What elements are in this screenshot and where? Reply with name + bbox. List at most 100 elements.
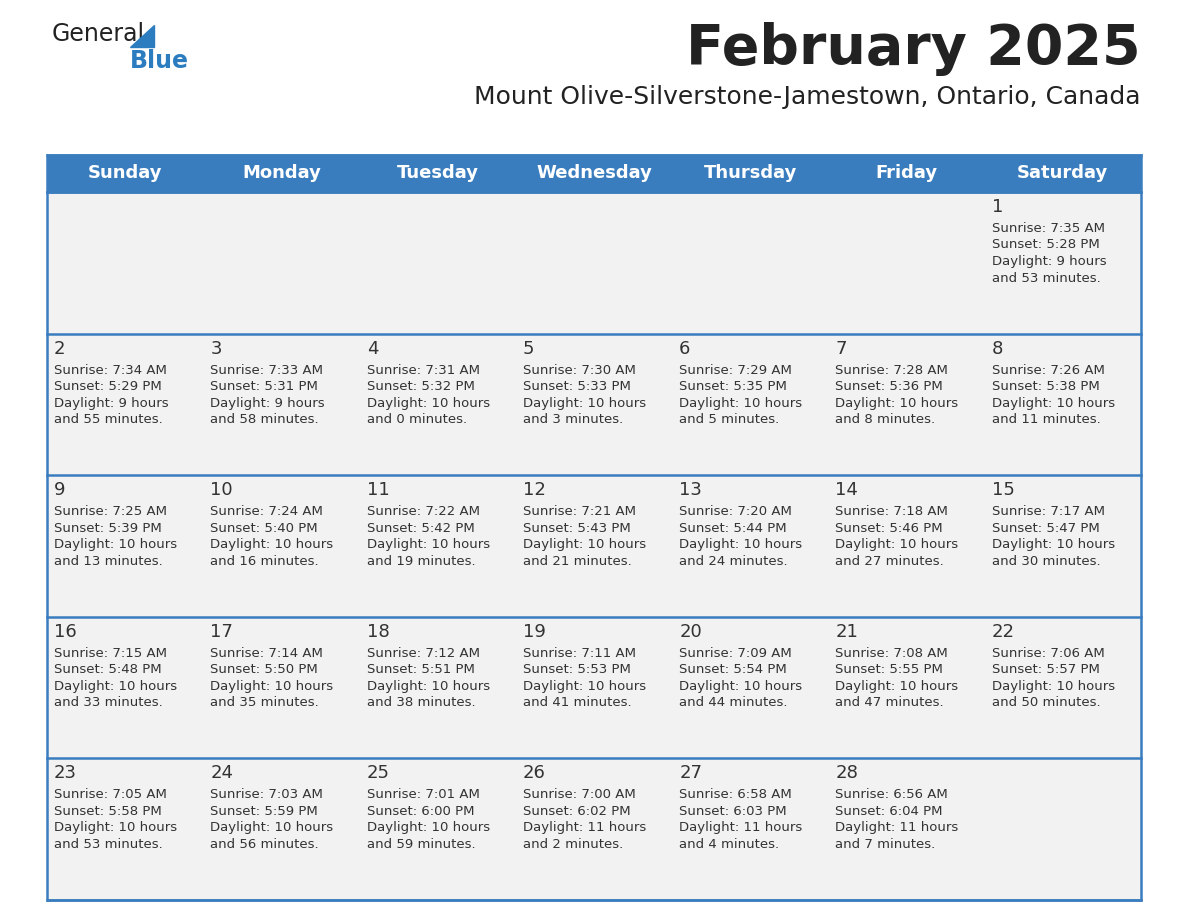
Text: Sunset: 5:58 PM: Sunset: 5:58 PM bbox=[53, 805, 162, 818]
Text: Sunset: 6:04 PM: Sunset: 6:04 PM bbox=[835, 805, 943, 818]
Bar bbox=[672, 758, 828, 900]
Text: Daylight: 10 hours: Daylight: 10 hours bbox=[367, 680, 489, 693]
Text: Daylight: 10 hours: Daylight: 10 hours bbox=[523, 680, 646, 693]
Text: and 53 minutes.: and 53 minutes. bbox=[992, 272, 1100, 285]
Text: and 41 minutes.: and 41 minutes. bbox=[523, 696, 632, 710]
Text: Sunrise: 7:22 AM: Sunrise: 7:22 AM bbox=[367, 505, 480, 518]
Text: and 5 minutes.: and 5 minutes. bbox=[680, 413, 779, 426]
Text: Sunset: 5:40 PM: Sunset: 5:40 PM bbox=[210, 521, 318, 534]
Text: Sunset: 6:02 PM: Sunset: 6:02 PM bbox=[523, 805, 631, 818]
Bar bbox=[985, 476, 1140, 617]
Bar bbox=[516, 333, 672, 476]
Text: Daylight: 10 hours: Daylight: 10 hours bbox=[992, 538, 1114, 551]
Text: Sunrise: 7:00 AM: Sunrise: 7:00 AM bbox=[523, 789, 636, 801]
Text: Daylight: 9 hours: Daylight: 9 hours bbox=[53, 397, 169, 409]
Text: Saturday: Saturday bbox=[1017, 164, 1108, 183]
Bar bbox=[48, 192, 203, 333]
Text: and 24 minutes.: and 24 minutes. bbox=[680, 554, 788, 567]
Text: Sunrise: 7:11 AM: Sunrise: 7:11 AM bbox=[523, 647, 636, 660]
Text: Sunrise: 7:01 AM: Sunrise: 7:01 AM bbox=[367, 789, 480, 801]
Text: 3: 3 bbox=[210, 340, 222, 358]
Text: Daylight: 11 hours: Daylight: 11 hours bbox=[523, 822, 646, 834]
Text: Sunrise: 6:56 AM: Sunrise: 6:56 AM bbox=[835, 789, 948, 801]
Text: 6: 6 bbox=[680, 340, 690, 358]
Bar bbox=[672, 192, 828, 333]
Bar bbox=[516, 476, 672, 617]
Text: 4: 4 bbox=[367, 340, 378, 358]
Bar bbox=[828, 333, 985, 476]
Text: Sunrise: 7:29 AM: Sunrise: 7:29 AM bbox=[680, 364, 792, 376]
Text: Sunrise: 7:20 AM: Sunrise: 7:20 AM bbox=[680, 505, 792, 518]
Bar bbox=[203, 333, 360, 476]
Bar bbox=[985, 333, 1140, 476]
Text: Sunrise: 7:08 AM: Sunrise: 7:08 AM bbox=[835, 647, 948, 660]
Text: Sunset: 5:48 PM: Sunset: 5:48 PM bbox=[53, 664, 162, 677]
Text: Thursday: Thursday bbox=[703, 164, 797, 183]
Text: Daylight: 10 hours: Daylight: 10 hours bbox=[367, 397, 489, 409]
Text: and 0 minutes.: and 0 minutes. bbox=[367, 413, 467, 426]
Text: Mount Olive-Silverstone-Jamestown, Ontario, Canada: Mount Olive-Silverstone-Jamestown, Ontar… bbox=[474, 85, 1140, 109]
Text: and 47 minutes.: and 47 minutes. bbox=[835, 696, 944, 710]
Text: 8: 8 bbox=[992, 340, 1003, 358]
Text: Friday: Friday bbox=[876, 164, 937, 183]
Text: Daylight: 10 hours: Daylight: 10 hours bbox=[523, 397, 646, 409]
Bar bbox=[203, 617, 360, 758]
Text: 2: 2 bbox=[53, 340, 65, 358]
Text: Sunset: 5:29 PM: Sunset: 5:29 PM bbox=[53, 380, 162, 393]
Text: Sunday: Sunday bbox=[88, 164, 163, 183]
Text: and 35 minutes.: and 35 minutes. bbox=[210, 696, 320, 710]
Bar bbox=[516, 758, 672, 900]
Text: 24: 24 bbox=[210, 765, 233, 782]
Text: 14: 14 bbox=[835, 481, 858, 499]
Text: Daylight: 10 hours: Daylight: 10 hours bbox=[210, 538, 334, 551]
Text: Sunrise: 7:31 AM: Sunrise: 7:31 AM bbox=[367, 364, 480, 376]
Text: Daylight: 10 hours: Daylight: 10 hours bbox=[992, 397, 1114, 409]
Bar bbox=[672, 333, 828, 476]
Text: and 53 minutes.: and 53 minutes. bbox=[53, 838, 163, 851]
Text: Sunrise: 7:21 AM: Sunrise: 7:21 AM bbox=[523, 505, 636, 518]
Text: Daylight: 10 hours: Daylight: 10 hours bbox=[53, 538, 177, 551]
Text: Sunset: 5:36 PM: Sunset: 5:36 PM bbox=[835, 380, 943, 393]
Text: Sunrise: 7:35 AM: Sunrise: 7:35 AM bbox=[992, 222, 1105, 235]
Text: 23: 23 bbox=[53, 765, 77, 782]
Text: 26: 26 bbox=[523, 765, 545, 782]
Text: 13: 13 bbox=[680, 481, 702, 499]
Text: Daylight: 11 hours: Daylight: 11 hours bbox=[835, 822, 959, 834]
Text: 16: 16 bbox=[53, 622, 77, 641]
Text: and 13 minutes.: and 13 minutes. bbox=[53, 554, 163, 567]
Bar bbox=[828, 192, 985, 333]
Text: Sunrise: 7:26 AM: Sunrise: 7:26 AM bbox=[992, 364, 1105, 376]
Text: 11: 11 bbox=[367, 481, 390, 499]
Text: Sunset: 5:33 PM: Sunset: 5:33 PM bbox=[523, 380, 631, 393]
Text: Sunrise: 6:58 AM: Sunrise: 6:58 AM bbox=[680, 789, 792, 801]
Text: and 16 minutes.: and 16 minutes. bbox=[210, 554, 318, 567]
Text: Daylight: 10 hours: Daylight: 10 hours bbox=[367, 538, 489, 551]
Text: Sunrise: 7:03 AM: Sunrise: 7:03 AM bbox=[210, 789, 323, 801]
Text: Sunset: 5:50 PM: Sunset: 5:50 PM bbox=[210, 664, 318, 677]
Text: Daylight: 9 hours: Daylight: 9 hours bbox=[210, 397, 324, 409]
Text: 17: 17 bbox=[210, 622, 233, 641]
Text: 10: 10 bbox=[210, 481, 233, 499]
Text: Sunset: 5:59 PM: Sunset: 5:59 PM bbox=[210, 805, 318, 818]
Text: Sunrise: 7:05 AM: Sunrise: 7:05 AM bbox=[53, 789, 166, 801]
Bar bbox=[672, 476, 828, 617]
Text: 12: 12 bbox=[523, 481, 545, 499]
Text: 22: 22 bbox=[992, 622, 1015, 641]
Text: Sunrise: 7:18 AM: Sunrise: 7:18 AM bbox=[835, 505, 948, 518]
Bar bbox=[203, 476, 360, 617]
Bar bbox=[48, 476, 203, 617]
Text: and 3 minutes.: and 3 minutes. bbox=[523, 413, 624, 426]
Text: Sunrise: 7:34 AM: Sunrise: 7:34 AM bbox=[53, 364, 166, 376]
Text: Sunset: 5:53 PM: Sunset: 5:53 PM bbox=[523, 664, 631, 677]
Text: 25: 25 bbox=[367, 765, 390, 782]
Text: Sunset: 5:46 PM: Sunset: 5:46 PM bbox=[835, 521, 943, 534]
Text: 19: 19 bbox=[523, 622, 545, 641]
Text: Daylight: 10 hours: Daylight: 10 hours bbox=[210, 680, 334, 693]
Text: Blue: Blue bbox=[129, 49, 189, 73]
Text: Sunset: 5:31 PM: Sunset: 5:31 PM bbox=[210, 380, 318, 393]
Text: and 30 minutes.: and 30 minutes. bbox=[992, 554, 1100, 567]
Bar bbox=[203, 758, 360, 900]
Text: Sunset: 5:35 PM: Sunset: 5:35 PM bbox=[680, 380, 786, 393]
Text: Sunset: 5:39 PM: Sunset: 5:39 PM bbox=[53, 521, 162, 534]
Text: Daylight: 10 hours: Daylight: 10 hours bbox=[835, 680, 959, 693]
